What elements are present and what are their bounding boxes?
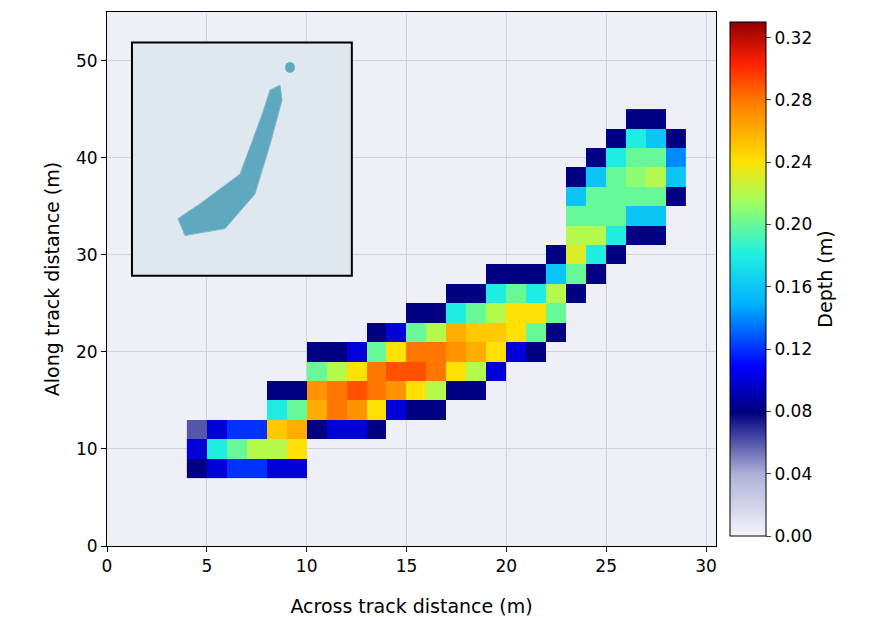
svg-text:30: 30 (695, 556, 717, 576)
svg-text:40: 40 (76, 148, 98, 168)
svg-text:15: 15 (396, 556, 418, 576)
svg-text:20: 20 (76, 342, 98, 362)
svg-text:Across track distance (m): Across track distance (m) (290, 595, 532, 617)
svg-text:25: 25 (595, 556, 617, 576)
svg-text:0.28: 0.28 (774, 90, 812, 110)
svg-text:0.32: 0.32 (774, 28, 812, 48)
svg-text:0.12: 0.12 (774, 339, 812, 359)
svg-text:0.20: 0.20 (774, 214, 812, 234)
svg-text:0.08: 0.08 (774, 401, 812, 421)
svg-text:5: 5 (201, 556, 212, 576)
svg-text:0.24: 0.24 (774, 152, 812, 172)
svg-text:Depth (m): Depth (m) (814, 230, 836, 327)
svg-text:50: 50 (76, 51, 98, 71)
svg-text:30: 30 (76, 245, 98, 265)
svg-text:0: 0 (102, 556, 113, 576)
svg-text:0.04: 0.04 (774, 464, 812, 484)
svg-text:10: 10 (76, 439, 98, 459)
svg-text:Along track distance (m): Along track distance (m) (41, 162, 63, 396)
svg-text:0: 0 (87, 536, 98, 556)
svg-text:10: 10 (296, 556, 318, 576)
svg-text:20: 20 (496, 556, 518, 576)
svg-text:0.00: 0.00 (774, 526, 812, 546)
svg-text:0.16: 0.16 (774, 277, 812, 297)
